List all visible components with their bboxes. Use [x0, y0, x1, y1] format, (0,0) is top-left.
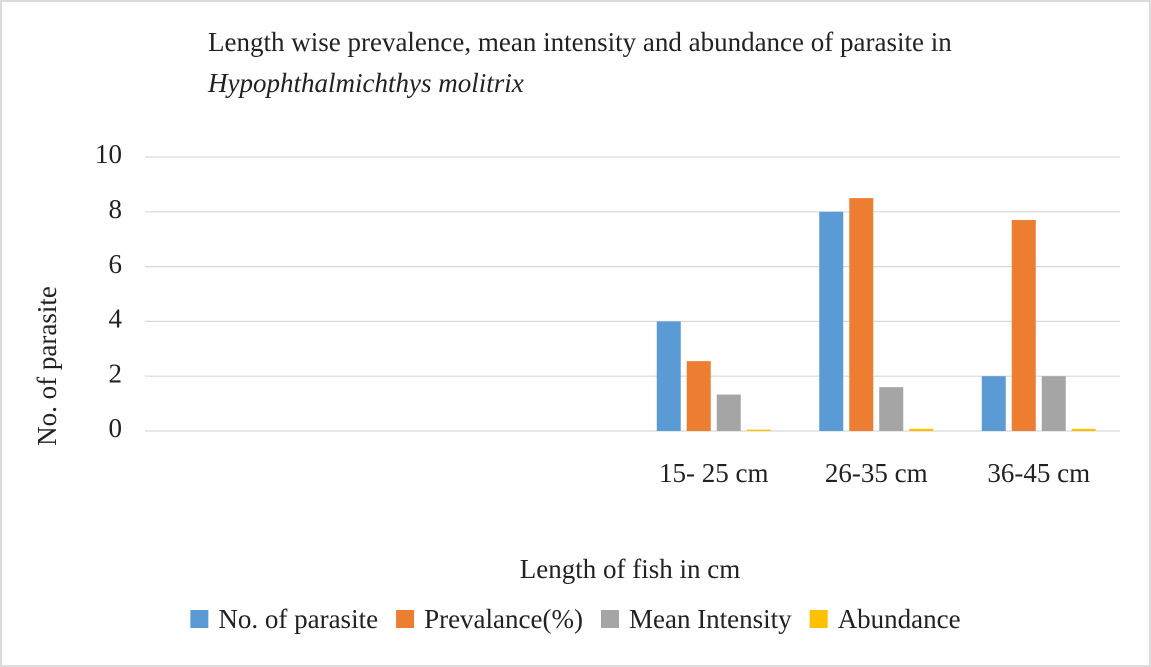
y-tick-label: 0	[109, 413, 123, 443]
bar	[909, 428, 934, 431]
bar	[981, 376, 1006, 431]
bar	[686, 361, 711, 431]
y-tick-label: 8	[109, 194, 123, 224]
bar	[849, 198, 874, 431]
bar	[716, 394, 741, 431]
x-tick-label: 15- 25 cm	[659, 458, 768, 488]
bar	[1011, 220, 1036, 431]
bar	[1071, 428, 1096, 431]
chart-title-species: Hypophthalmichthys molitrix	[207, 68, 524, 98]
y-axis-label: No. of parasite	[32, 286, 62, 446]
bar	[1041, 376, 1066, 431]
legend-swatch	[190, 610, 209, 628]
legend-label: Abundance	[838, 604, 961, 634]
bar	[656, 321, 681, 431]
x-tick-label: 26-35 cm	[825, 458, 928, 488]
y-tick-label: 10	[95, 139, 122, 169]
y-tick-label: 4	[109, 304, 123, 334]
bar	[819, 211, 844, 431]
bar	[746, 429, 771, 431]
legend-swatch	[600, 610, 619, 628]
x-tick-label: 36-45 cm	[987, 458, 1090, 488]
bar	[879, 387, 904, 431]
legend-label: Mean Intensity	[629, 604, 792, 634]
y-tick-label: 2	[109, 358, 123, 388]
legend-swatch	[809, 610, 828, 628]
legend-swatch	[396, 610, 415, 628]
y-tick-label: 6	[109, 249, 123, 279]
legend-label: Prevalance(%)	[424, 604, 583, 634]
legend-label: No. of parasite	[218, 604, 378, 634]
x-axis-label: Length of fish in cm	[520, 554, 740, 584]
chart-title: Length wise prevalence, mean intensity a…	[208, 27, 952, 57]
